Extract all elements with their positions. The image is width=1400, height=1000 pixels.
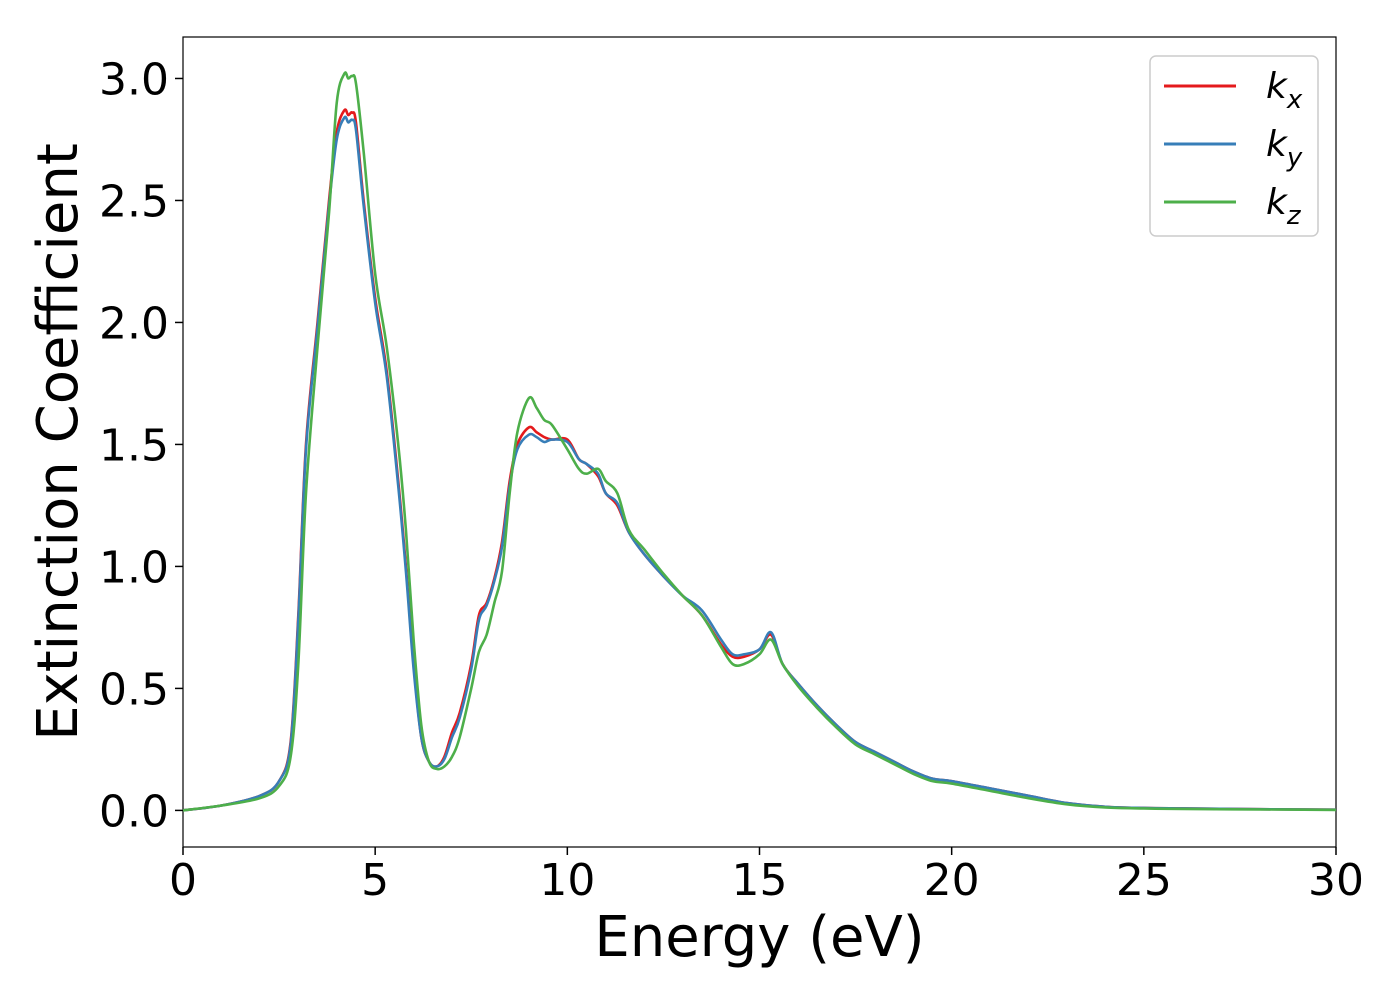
x-tick-label: 20 xyxy=(924,855,980,906)
series-layer xyxy=(182,71,1337,812)
x-tick-label: 30 xyxy=(1308,855,1364,906)
x-axis: 0 5 10 15 20 25 30 xyxy=(169,847,1364,906)
legend-box xyxy=(1149,55,1319,237)
legend-label-subscript: y xyxy=(1286,143,1303,173)
legend-label-main: k xyxy=(1266,66,1289,107)
y-tick-label: 1.0 xyxy=(99,542,169,593)
legend-label-kz: kz xyxy=(1266,182,1302,231)
y-tick-label: 1.5 xyxy=(99,420,169,471)
series-line-kz xyxy=(182,71,1337,812)
legend-label-subscript: x xyxy=(1286,85,1303,115)
y-tick-label: 3.0 xyxy=(99,54,169,105)
legend-label-main: k xyxy=(1266,124,1289,165)
y-tick-label: 2.5 xyxy=(99,176,169,227)
y-tick-label: 2.0 xyxy=(99,298,169,349)
x-tick-label: 0 xyxy=(169,855,197,906)
series-line-ky xyxy=(182,115,1337,812)
legend-label-main: k xyxy=(1266,182,1289,223)
x-tick-label: 5 xyxy=(361,855,389,906)
legend-label-subscript: z xyxy=(1286,201,1302,231)
y-tick-label: 0.5 xyxy=(99,664,169,715)
legend-label-ky: ky xyxy=(1266,124,1303,173)
y-axis: 0.0 0.5 1.0 1.5 2.0 2.5 3.0 xyxy=(99,54,183,837)
x-tick-label: 25 xyxy=(1116,855,1172,906)
y-axis-label: Extinction Coefficient xyxy=(26,143,91,741)
x-axis-label: Energy (eV) xyxy=(594,905,924,970)
y-tick-label: 0.0 xyxy=(99,786,169,837)
legend-label-kx: kx xyxy=(1266,66,1303,115)
x-tick-label: 10 xyxy=(539,855,595,906)
x-tick-label: 15 xyxy=(732,855,788,906)
